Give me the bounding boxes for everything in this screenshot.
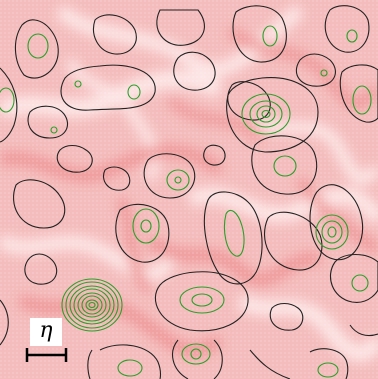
inner-contour <box>0 87 15 113</box>
inner-contour <box>85 299 99 311</box>
outer-contour <box>154 271 249 332</box>
inner-contour <box>315 214 349 250</box>
outer-contour <box>14 19 59 79</box>
outer-contour <box>0 299 9 346</box>
outer-contour <box>24 253 58 285</box>
inner-contour <box>321 220 343 244</box>
outer-contour <box>226 77 319 153</box>
inner-contour <box>327 226 337 238</box>
outer-contour <box>203 191 263 285</box>
inner-contour <box>88 301 96 309</box>
inner-contour <box>77 292 107 318</box>
inner-contour <box>249 100 283 128</box>
outer-contour <box>93 14 137 55</box>
outer-contour <box>227 81 271 121</box>
inner-contour <box>241 93 291 135</box>
inner-contour <box>320 69 328 77</box>
inner-contour <box>190 348 202 360</box>
outer-contour <box>172 339 189 379</box>
outer-contour <box>87 349 93 379</box>
inner-contour <box>352 85 372 115</box>
inner-contour <box>65 281 119 329</box>
inner-contour <box>346 29 358 43</box>
inner-contour <box>166 169 190 191</box>
outer-contour <box>295 53 336 87</box>
outer-contour <box>156 9 205 46</box>
outer-contour <box>12 179 66 229</box>
outer-contour <box>56 144 93 173</box>
inner-contour <box>174 176 182 184</box>
inner-contour <box>256 105 276 123</box>
inner-contour <box>61 278 123 332</box>
outer-contour <box>99 344 162 379</box>
outer-contour <box>232 5 287 63</box>
inner-contour <box>273 155 297 177</box>
inner-contour <box>191 293 213 307</box>
outer-contour <box>27 105 68 139</box>
inner-contour <box>262 25 278 47</box>
outer-contour <box>309 348 349 379</box>
outer-contour <box>330 253 378 303</box>
inner-contour <box>81 295 103 315</box>
outer-contour <box>309 184 364 261</box>
inner-contour <box>127 84 141 100</box>
outer-contour <box>173 51 216 91</box>
inner-contour <box>132 208 160 244</box>
outer-contour <box>0 67 18 143</box>
outer-contour <box>264 211 323 271</box>
outer-contour <box>143 153 196 199</box>
inner-contour <box>117 359 143 377</box>
outer-contour <box>249 349 291 379</box>
inner-contour <box>317 362 339 378</box>
outer-contour <box>251 135 318 195</box>
inner-contour <box>50 126 58 134</box>
outer-contour <box>269 302 304 331</box>
inner-contour <box>27 33 49 59</box>
outer-contour <box>213 339 223 379</box>
inner-contour <box>69 285 115 325</box>
inner-contour <box>73 288 111 322</box>
outer-contour <box>339 64 378 123</box>
outer-contours <box>0 5 378 379</box>
inner-contour <box>179 286 225 314</box>
inner-contour <box>181 343 211 365</box>
inner-contour <box>223 209 245 257</box>
scale-bar-label: η <box>30 318 62 346</box>
inner-contour <box>74 80 82 88</box>
outer-contour <box>60 64 156 111</box>
inner-contour <box>351 274 369 292</box>
outer-contour <box>103 166 131 191</box>
scale-bar <box>25 348 68 362</box>
outer-contour <box>324 5 370 53</box>
inner-contour <box>261 109 271 119</box>
outer-contour <box>203 144 226 166</box>
outer-contour <box>115 203 170 263</box>
inner-contour <box>140 219 152 233</box>
inner-contours <box>0 25 372 378</box>
outer-contour <box>349 324 378 337</box>
